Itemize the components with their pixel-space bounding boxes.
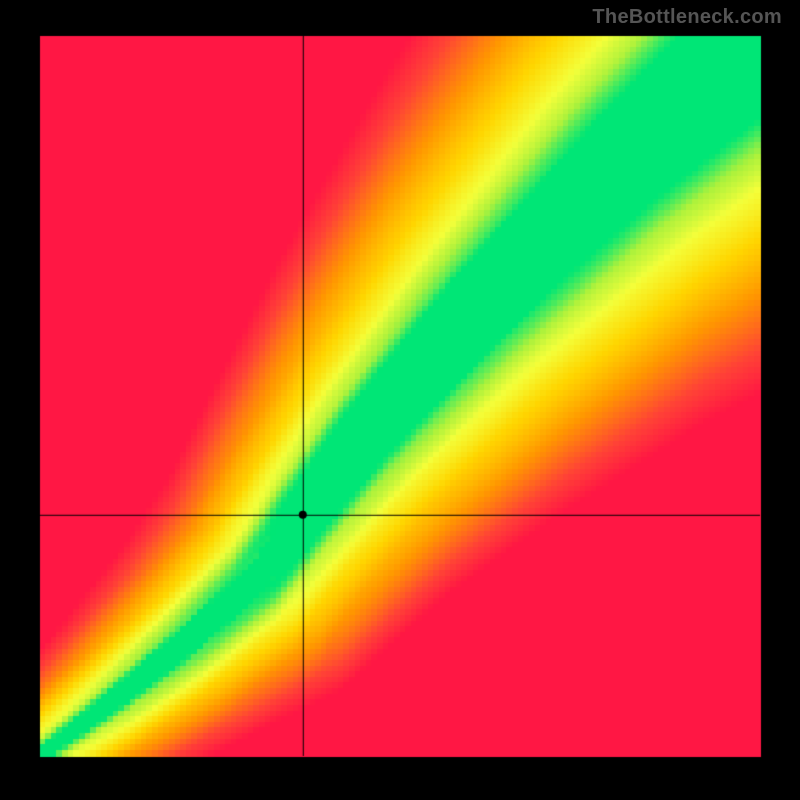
chart-container: TheBottleneck.com (0, 0, 800, 800)
bottleneck-heatmap (0, 0, 800, 800)
watermark: TheBottleneck.com (592, 6, 782, 29)
